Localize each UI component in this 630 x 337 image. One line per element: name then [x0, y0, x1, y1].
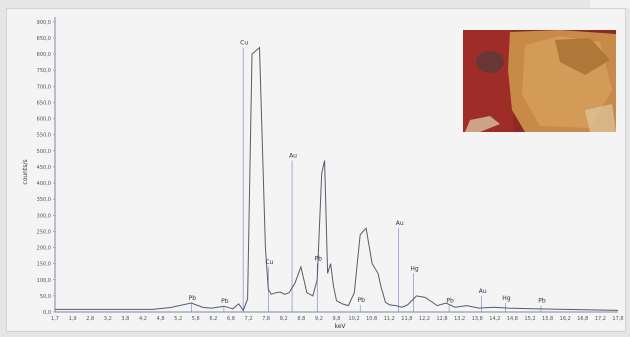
y-tick-label: 150,0	[37, 262, 51, 268]
x-tick-label: 13,8	[472, 316, 483, 322]
x-tick-label: 8,2	[280, 316, 288, 322]
peak-label: Au	[289, 152, 297, 159]
x-tick-label: 14,8	[507, 316, 518, 322]
x-tick-label: 15,2	[524, 316, 535, 322]
x-tick-label: 4,8	[157, 316, 165, 322]
x-tick-label: 12,2	[419, 316, 430, 322]
y-tick-label: 50,0	[40, 294, 51, 300]
y-tick-label: 850,0	[37, 36, 51, 42]
y-tick-label: 650,0	[37, 100, 51, 106]
y-tick-label: 700,0	[37, 84, 51, 90]
peak-label: Au	[479, 288, 487, 295]
x-tick-label: 10,2	[349, 316, 360, 322]
y-tick-label: 250,0	[37, 229, 51, 235]
x-tick-label: 1,7	[51, 316, 59, 322]
inset-photo	[463, 30, 616, 132]
x-tick-label: 5,8	[192, 316, 200, 322]
y-tick-label: 550,0	[37, 133, 51, 139]
y-tick-label: 900,0	[37, 20, 51, 26]
x-tick-label: 17,8	[612, 316, 623, 322]
spectrum-line	[55, 46, 619, 312]
x-tick-label: 11,2	[384, 316, 395, 322]
y-tick-label: 200,0	[37, 246, 51, 252]
y-axis-title: counts/s	[22, 159, 29, 184]
peak-labels: Pb Pb Cu Cu Au Pb Pb Au Hg Pb Au Hg Pb	[189, 40, 546, 306]
peak-label: Cu	[265, 259, 273, 266]
peak-label: Pb	[538, 298, 546, 305]
peak-label: Pb	[315, 256, 323, 263]
x-tick-label: 3,2	[104, 316, 112, 322]
x-tick-label: 7,8	[262, 316, 270, 322]
x-tick-labels: 1,7 1,9 2,8 3,2 3,8 4,2 4,8 5,2 5,8 6,2 6,8 7,2 7,8 8…	[51, 316, 624, 322]
y-tick-label: 450,0	[37, 165, 51, 171]
peak-label: Cu	[240, 40, 248, 47]
y-tick-label: 100,0	[37, 278, 51, 284]
x-tick-label: 6,8	[227, 316, 235, 322]
x-tick-label: 5,2	[174, 316, 182, 322]
x-tick-label: 7,2	[245, 316, 253, 322]
y-tick-label: 500,0	[37, 149, 51, 155]
top-strip	[590, 0, 630, 8]
x-tick-label: 9,2	[315, 316, 323, 322]
y-tick-label: 600,0	[37, 117, 51, 123]
x-tick-label: 9,8	[333, 316, 341, 322]
y-tick-label: 800,0	[37, 52, 51, 58]
x-axis-title: keV	[334, 323, 346, 330]
y-tick-label: 750,0	[37, 68, 51, 74]
y-tick-label: 0,0	[43, 310, 51, 316]
x-tick-label: 15,8	[542, 316, 553, 322]
x-tick-label: 10,8	[366, 316, 377, 322]
x-tick-label: 16,2	[560, 316, 571, 322]
x-tick-label: 13,2	[454, 316, 465, 322]
y-tick-labels: 0,0 50,0 100,0 150,0 200,0 250,0 300,0 350,0 400…	[37, 20, 55, 316]
peak-label: Pb	[357, 297, 365, 304]
peak-label: Hg	[502, 295, 511, 302]
x-tick-label: 3,8	[121, 316, 129, 322]
y-tick-label: 400,0	[37, 181, 51, 187]
peak-label: Pb	[221, 298, 229, 305]
peak-label: Pb	[446, 298, 454, 305]
y-tick-label: 300,0	[37, 213, 51, 219]
x-tick-label: 2,8	[86, 316, 94, 322]
x-tick-label: 11,8	[401, 316, 412, 322]
peak-label: Au	[396, 220, 404, 227]
x-tick-label: 1,9	[69, 316, 77, 322]
peak-label: Pb	[189, 295, 197, 302]
x-tick-label: 12,8	[436, 316, 447, 322]
y-tick-label: 350,0	[37, 197, 51, 203]
x-tick-label: 17,2	[595, 316, 606, 322]
x-tick-label: 8,8	[297, 316, 305, 322]
peak-label: Hg	[410, 265, 419, 272]
x-tick-label: 14,2	[489, 316, 500, 322]
x-tick-label: 4,2	[139, 316, 147, 322]
x-tick-label: 6,2	[209, 316, 217, 322]
x-tick-label: 16,8	[577, 316, 588, 322]
